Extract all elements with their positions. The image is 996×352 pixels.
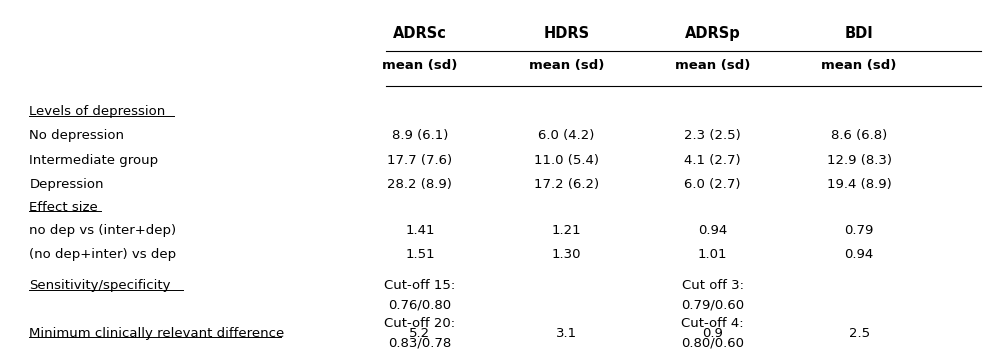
Text: 17.2 (6.2): 17.2 (6.2) xyxy=(534,178,599,191)
Text: 2.5: 2.5 xyxy=(849,327,870,340)
Text: BDI: BDI xyxy=(845,26,873,41)
Text: Effect size: Effect size xyxy=(30,201,99,214)
Text: 1.21: 1.21 xyxy=(552,224,581,237)
Text: ADRSp: ADRSp xyxy=(685,26,741,41)
Text: 1.41: 1.41 xyxy=(405,224,434,237)
Text: 0.79/0.60: 0.79/0.60 xyxy=(681,298,744,312)
Text: Sensitivity/specificity: Sensitivity/specificity xyxy=(30,279,171,293)
Text: Cut off 3:: Cut off 3: xyxy=(681,279,744,293)
Text: 17.7 (7.6): 17.7 (7.6) xyxy=(387,153,452,166)
Text: ADRSc: ADRSc xyxy=(393,26,447,41)
Text: 0.83/0.78: 0.83/0.78 xyxy=(388,337,451,350)
Text: No depression: No depression xyxy=(30,130,124,143)
Text: 12.9 (8.3): 12.9 (8.3) xyxy=(827,153,891,166)
Text: 4.1 (2.7): 4.1 (2.7) xyxy=(684,153,741,166)
Text: 0.94: 0.94 xyxy=(698,224,727,237)
Text: 1.30: 1.30 xyxy=(552,249,581,262)
Text: 0.94: 0.94 xyxy=(845,249,873,262)
Text: 0.79: 0.79 xyxy=(845,224,873,237)
Text: 2.3 (2.5): 2.3 (2.5) xyxy=(684,130,741,143)
Text: Depression: Depression xyxy=(30,178,104,191)
Text: mean (sd): mean (sd) xyxy=(382,59,457,72)
Text: 28.2 (8.9): 28.2 (8.9) xyxy=(387,178,452,191)
Text: 0.80/0.60: 0.80/0.60 xyxy=(681,337,744,350)
Text: 6.0 (2.7): 6.0 (2.7) xyxy=(684,178,741,191)
Text: Cut-off 15:: Cut-off 15: xyxy=(384,279,455,293)
Text: Cut-off 20:: Cut-off 20: xyxy=(384,318,455,331)
Text: Minimum clinically relevant difference: Minimum clinically relevant difference xyxy=(30,327,285,340)
Text: no dep vs (inter+dep): no dep vs (inter+dep) xyxy=(30,224,176,237)
Text: 11.0 (5.4): 11.0 (5.4) xyxy=(534,153,599,166)
Text: (no dep+inter) vs dep: (no dep+inter) vs dep xyxy=(30,249,176,262)
Text: 6.0 (4.2): 6.0 (4.2) xyxy=(538,130,595,143)
Text: Cut-off 4:: Cut-off 4: xyxy=(681,318,744,331)
Text: 0.9: 0.9 xyxy=(702,327,723,340)
Text: mean (sd): mean (sd) xyxy=(822,59,896,72)
Text: 3.1: 3.1 xyxy=(556,327,577,340)
Text: 1.01: 1.01 xyxy=(698,249,727,262)
Text: 1.51: 1.51 xyxy=(405,249,434,262)
Text: Levels of depression: Levels of depression xyxy=(30,105,165,118)
Text: mean (sd): mean (sd) xyxy=(675,59,750,72)
Text: 8.6 (6.8): 8.6 (6.8) xyxy=(831,130,887,143)
Text: 5.2: 5.2 xyxy=(409,327,430,340)
Text: 19.4 (8.9): 19.4 (8.9) xyxy=(827,178,891,191)
Text: Intermediate group: Intermediate group xyxy=(30,153,158,166)
Text: HDRS: HDRS xyxy=(543,26,590,41)
Text: mean (sd): mean (sd) xyxy=(529,59,604,72)
Text: 0.76/0.80: 0.76/0.80 xyxy=(388,298,451,312)
Text: 8.9 (6.1): 8.9 (6.1) xyxy=(391,130,448,143)
